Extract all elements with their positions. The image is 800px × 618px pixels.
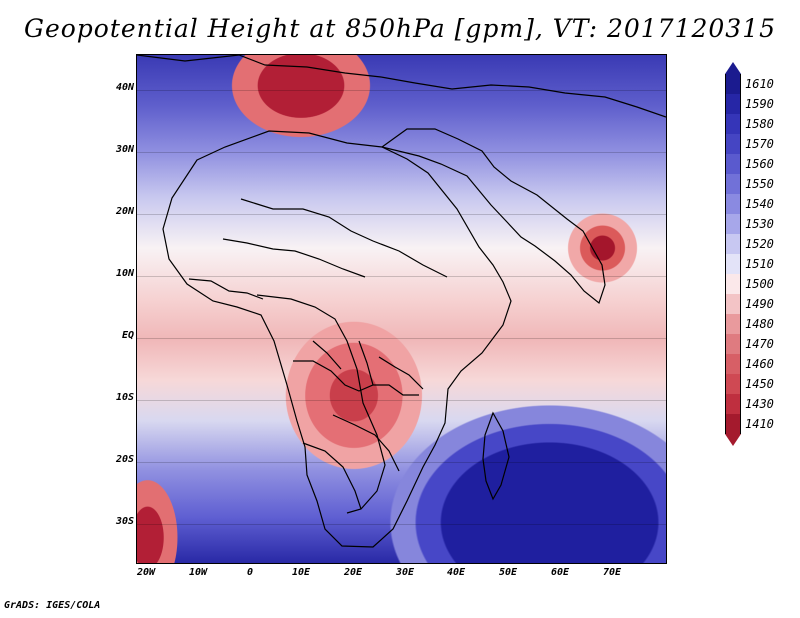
lon-label-50e: 50E: [498, 567, 518, 578]
geopotential-map: [136, 54, 667, 564]
lon-label-10e: 10E: [291, 567, 311, 578]
legend-label: 1470: [745, 337, 774, 351]
legend-swatch: [725, 334, 741, 354]
legend-label: 1480: [745, 317, 774, 331]
legend-label: 1520: [745, 237, 774, 251]
legend-label: 1530: [745, 217, 774, 231]
legend-swatch: [725, 94, 741, 114]
lon-label-40e: 40E: [446, 567, 466, 578]
legend-label: 1460: [745, 357, 774, 371]
lat-label-20s: 20S: [115, 454, 134, 465]
legend-top-arrow: [725, 62, 741, 74]
grid-line-40n: [137, 90, 666, 91]
legend-swatch: [725, 274, 741, 294]
credit-text: GrADS: IGES/COLA: [4, 600, 101, 611]
legend-swatch: [725, 114, 741, 134]
legend-swatch: [725, 134, 741, 154]
legend-label: 1410: [745, 417, 774, 431]
africa-coastline-svg: [137, 55, 666, 548]
legend-swatch: [725, 374, 741, 394]
legend-swatch: [725, 234, 741, 254]
legend-swatch: [725, 414, 741, 434]
lon-label-0: 0: [246, 567, 254, 578]
legend-label: 1570: [745, 137, 774, 151]
legend-label: 1560: [745, 157, 774, 171]
grid-line-30s: [137, 524, 666, 525]
lat-label-20n: 20N: [115, 206, 134, 217]
legend-label: 1550: [745, 177, 774, 191]
legend-swatch: [725, 314, 741, 334]
legend-swatch: [725, 214, 741, 234]
grid-line-10n: [137, 276, 666, 277]
legend-label: 1610: [745, 77, 774, 91]
legend-label: 1500: [745, 277, 774, 291]
legend-swatch: [725, 254, 741, 274]
legend-bottom-arrow: [725, 434, 741, 446]
legend-swatch: [725, 394, 741, 414]
legend-label: 1540: [745, 197, 774, 211]
legend-label: 1510: [745, 257, 774, 271]
lon-label-10w: 10W: [188, 567, 208, 578]
legend-swatch: [725, 174, 741, 194]
lon-label-30e: 30E: [395, 567, 415, 578]
lon-label-20e: 20E: [343, 567, 363, 578]
legend-swatch: [725, 294, 741, 314]
lat-label-30s: 30S: [115, 516, 134, 527]
lat-label-10s: 10S: [115, 392, 134, 403]
legend-swatch: [725, 194, 741, 214]
legend-swatch: [725, 74, 741, 94]
chart-title: Geopotential Height at 850hPa [gpm], VT:…: [23, 14, 777, 43]
legend-label: 1580: [745, 117, 774, 131]
lat-label-10n: 10N: [115, 268, 134, 279]
grid-line-eq: [137, 338, 666, 339]
lat-label-40n: 40N: [115, 82, 134, 93]
legend-label: 1450: [745, 377, 774, 391]
legend: 1610 1590 1580 1570 1560 1550 1540 1530 …: [717, 62, 789, 554]
lat-label-30n: 30N: [115, 144, 134, 155]
grid-line-10s: [137, 400, 666, 401]
legend-swatch: [725, 154, 741, 174]
legend-label: 1430: [745, 397, 774, 411]
legend-swatch: [725, 354, 741, 374]
lon-label-60e: 60E: [550, 567, 570, 578]
grid-line-20s: [137, 462, 666, 463]
grid-line-30n: [137, 152, 666, 153]
grid-line-20n: [137, 214, 666, 215]
lon-label-20w: 20W: [136, 567, 156, 578]
lat-label-eq: EQ: [121, 330, 134, 341]
legend-label: 1490: [745, 297, 774, 311]
legend-label: 1590: [745, 97, 774, 111]
lon-label-70e: 70E: [602, 567, 622, 578]
